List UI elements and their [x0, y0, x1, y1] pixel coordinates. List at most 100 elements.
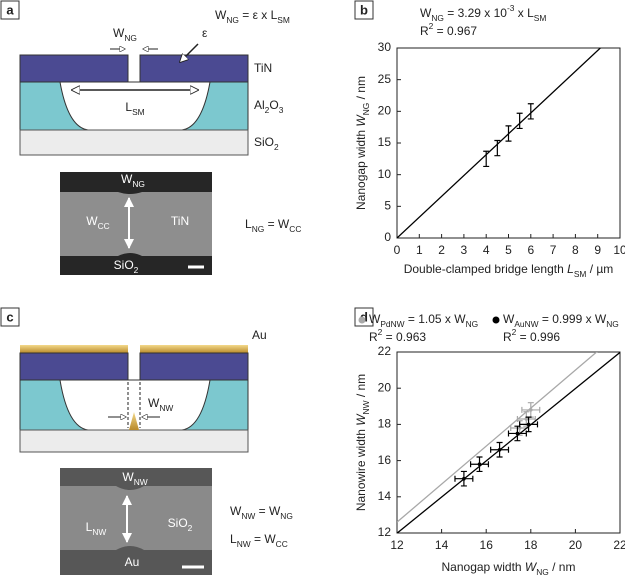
text-part: -3: [507, 3, 515, 13]
layer-label: Al2O3: [254, 98, 284, 115]
text-part: SM: [574, 269, 587, 279]
panel-labels: a b c d: [0, 0, 374, 327]
x-tick-label: 2: [438, 243, 445, 257]
text-part: L: [86, 520, 93, 534]
y-tick-label: 0: [384, 230, 391, 244]
point: [477, 462, 482, 467]
text-part: NG: [361, 103, 371, 116]
label-box: [0, 0, 20, 20]
text-part: 2: [134, 265, 139, 275]
text-part: L: [245, 217, 252, 231]
text-part: SiO: [168, 516, 188, 530]
text-part: W: [121, 172, 133, 186]
x-tick-label: 9: [594, 243, 601, 257]
text-part: = 0.967: [433, 24, 477, 38]
text-part: NG: [536, 567, 549, 577]
text-part: SiO: [114, 258, 134, 272]
plot-frame: [396, 351, 621, 534]
sem-label: SiO2: [168, 516, 193, 533]
text-part: 3.29: [458, 6, 482, 20]
text-part: NW: [241, 511, 255, 521]
text-part: Double-clamped bridge length: [404, 262, 567, 276]
text-part: 2: [188, 523, 193, 533]
text-part: 2: [512, 327, 517, 337]
text-part: = W: [264, 217, 290, 231]
text-part: / nm: [354, 374, 368, 401]
x-tick-label: 4: [483, 243, 490, 257]
y-tick-label: 22: [378, 344, 392, 358]
y-tick-label: 20: [378, 380, 392, 394]
error-bar: [494, 139, 501, 157]
formula: WNG = ε x LSM: [215, 8, 290, 25]
label-box: [0, 307, 20, 327]
text-part: 0.999: [552, 312, 582, 326]
x-tick-label: 10: [613, 243, 625, 257]
text-part: W: [230, 504, 242, 518]
error-bar: [483, 150, 490, 168]
legend-r2: R2 = 0.963: [369, 327, 426, 344]
error-bar: [505, 125, 512, 142]
diagram-c: Au WNW WNW LNW SiO2 Au WNW = WNG LNW = W…: [19, 328, 293, 575]
text-part: PdNW: [380, 319, 404, 329]
point: [497, 447, 502, 452]
y-tick-label: 10: [378, 167, 392, 181]
legend-marker: [358, 316, 366, 324]
text-part: L: [230, 532, 237, 546]
x-tick-label: 5: [505, 243, 512, 257]
text-part: x W: [442, 312, 467, 326]
y-tick-label: 14: [378, 489, 392, 503]
text-part: W: [113, 26, 125, 40]
x-tick-label: 8: [572, 243, 579, 257]
text-part: 2: [429, 21, 434, 31]
text-part: =: [444, 6, 458, 20]
sem-label: Au: [125, 555, 140, 569]
x-tick-label: 14: [435, 538, 449, 552]
x-tick-label: 3: [461, 243, 468, 257]
point: [517, 426, 522, 430]
y-tick-label: 15: [378, 135, 392, 149]
y-axis-label: Nanowire width WNW / nm: [354, 374, 371, 511]
text-part: W: [122, 470, 134, 484]
point: [462, 476, 466, 481]
x-axis-label: Double-clamped bridge length LSM / µm: [404, 262, 614, 279]
text-part: W: [369, 312, 381, 326]
fit-line: [397, 352, 620, 533]
tin-layer: [139, 54, 249, 83]
point: [524, 417, 529, 421]
text-part: SM: [277, 15, 290, 25]
text-part: 2: [378, 327, 383, 337]
x-tick-label: 1: [416, 243, 423, 257]
text-part: Nanogap width: [354, 127, 368, 210]
diagram-a: WNG = ε x LSM LSM WNG ε TiN Al2O3 SiO2 W…: [19, 8, 301, 275]
legend-label: WPdNW = 1.05 x WNG: [369, 312, 478, 329]
y-tick-label: 12: [378, 525, 392, 539]
y-tick-label: 5: [384, 199, 391, 213]
text-part: W: [354, 413, 368, 426]
text-part: Al: [254, 98, 265, 112]
panel-label: b: [360, 2, 368, 17]
text-part: / nm: [549, 560, 576, 574]
text-part: x W: [582, 312, 607, 326]
text-part: CC: [98, 221, 110, 231]
text-part: SM: [534, 13, 547, 23]
au-layer: [140, 345, 248, 353]
text-part: x L: [514, 6, 534, 20]
text-part: AuNW: [514, 319, 538, 329]
text-part: R: [503, 330, 512, 344]
text-part: Nanowire width: [354, 426, 368, 511]
x-tick-label: 20: [569, 538, 583, 552]
layer-label: Au: [252, 328, 267, 342]
x-tick-label: 18: [524, 538, 538, 552]
legend-marker: [492, 316, 500, 324]
y-tick-label: 30: [378, 40, 392, 54]
cavity: [59, 81, 211, 131]
sem-label: SiO2: [114, 258, 139, 275]
fit-label: WNG = 3.29 x 10-3 x LSM: [420, 3, 546, 23]
text-part: L: [567, 262, 574, 276]
text-part: = 0.996: [516, 330, 560, 344]
text-part: =: [405, 312, 419, 326]
fit-r2: R2 = 0.967: [420, 21, 477, 38]
text-part: NW: [159, 403, 173, 413]
error-bar: [516, 112, 523, 130]
